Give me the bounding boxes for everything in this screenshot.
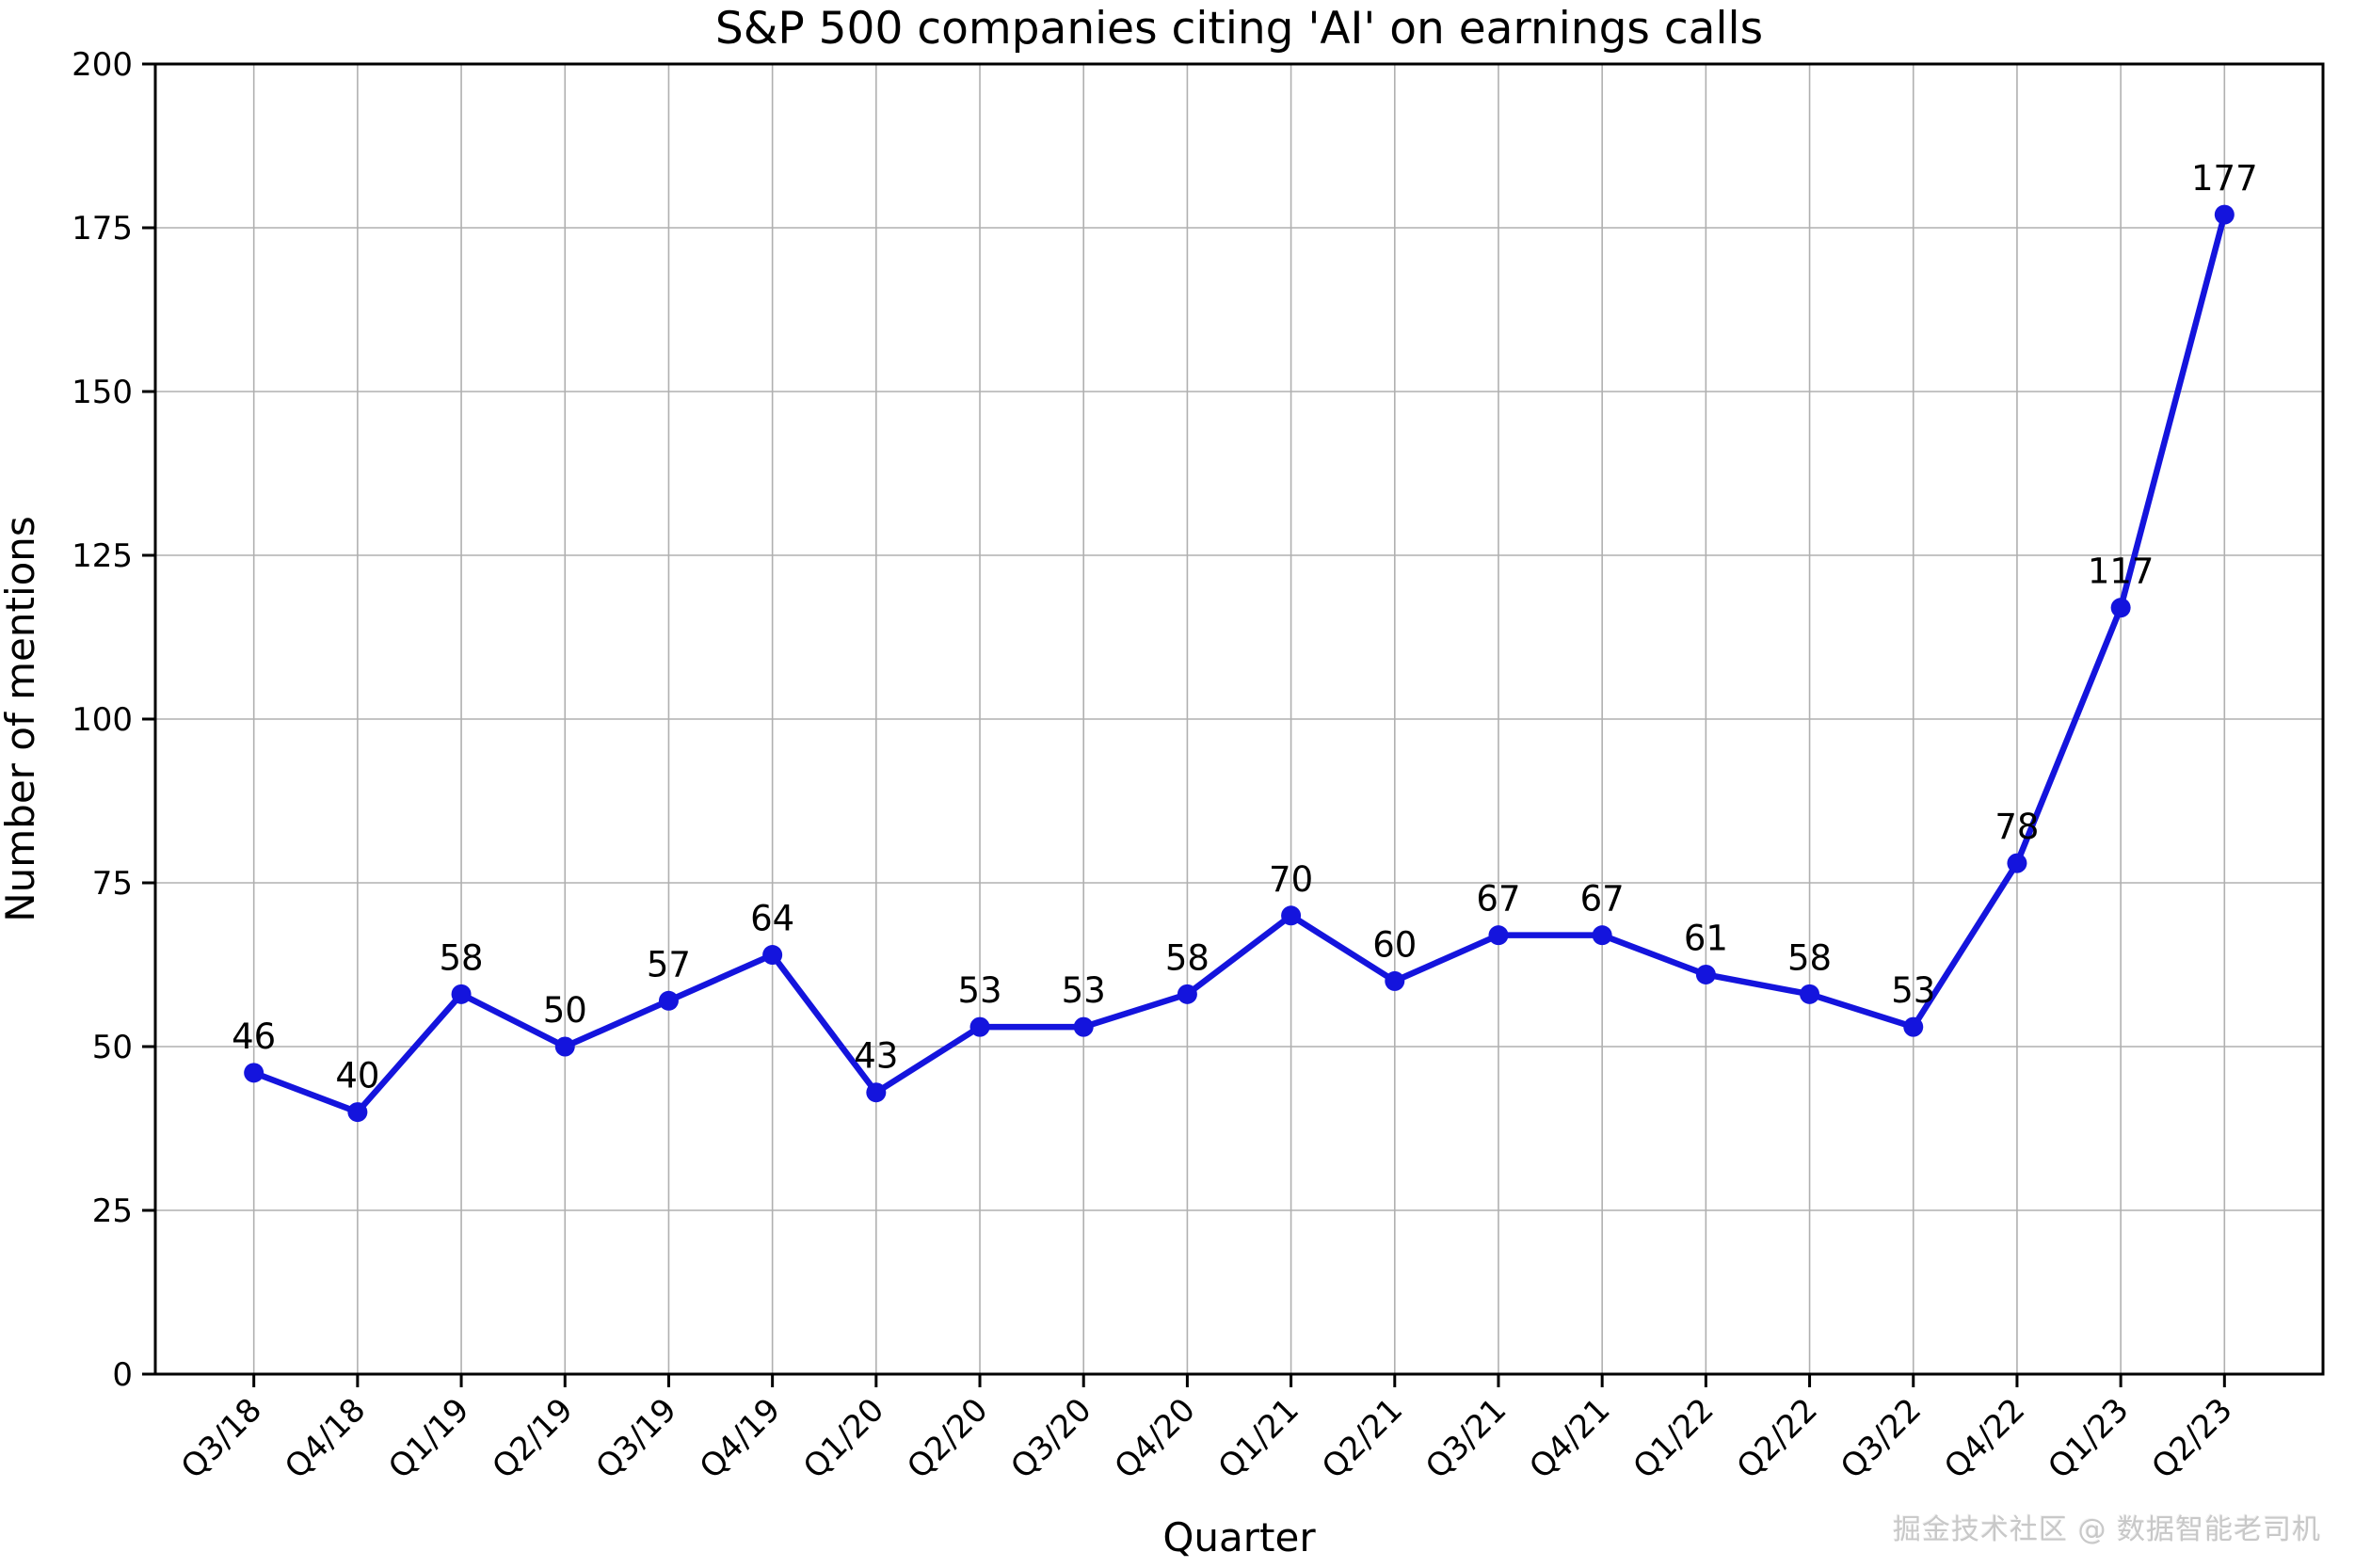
svg-text:200: 200 xyxy=(72,46,133,84)
svg-text:40: 40 xyxy=(335,1056,379,1096)
svg-text:125: 125 xyxy=(72,537,133,575)
svg-text:61: 61 xyxy=(1684,918,1728,958)
svg-text:53: 53 xyxy=(1062,970,1106,1011)
svg-text:58: 58 xyxy=(440,937,484,978)
svg-text:53: 53 xyxy=(1891,970,1935,1011)
svg-text:67: 67 xyxy=(1580,879,1625,920)
svg-text:Quarter: Quarter xyxy=(1162,1514,1316,1560)
svg-text:50: 50 xyxy=(92,1029,133,1066)
svg-text:175: 175 xyxy=(72,210,133,248)
svg-text:117: 117 xyxy=(2088,552,2155,592)
svg-text:100: 100 xyxy=(72,701,133,739)
svg-text:177: 177 xyxy=(2191,158,2258,199)
svg-text:50: 50 xyxy=(543,990,587,1031)
svg-text:60: 60 xyxy=(1372,924,1417,965)
svg-text:0: 0 xyxy=(112,1356,133,1394)
svg-text:53: 53 xyxy=(957,970,1001,1011)
svg-text:S&P 500 companies citing 'AI': S&P 500 companies citing 'AI' on earning… xyxy=(715,3,1763,55)
svg-text:67: 67 xyxy=(1476,879,1520,920)
svg-text:64: 64 xyxy=(750,899,794,939)
svg-text:75: 75 xyxy=(92,865,133,903)
svg-text:70: 70 xyxy=(1269,859,1313,900)
svg-text:57: 57 xyxy=(647,944,691,984)
svg-text:Number of mentions: Number of mentions xyxy=(0,516,43,922)
svg-text:46: 46 xyxy=(232,1016,276,1057)
svg-text:58: 58 xyxy=(1165,937,1210,978)
svg-text:150: 150 xyxy=(72,374,133,411)
svg-text:25: 25 xyxy=(92,1192,133,1230)
svg-text:78: 78 xyxy=(1995,807,2039,847)
svg-text:58: 58 xyxy=(1787,937,1832,978)
svg-text:43: 43 xyxy=(854,1036,898,1077)
